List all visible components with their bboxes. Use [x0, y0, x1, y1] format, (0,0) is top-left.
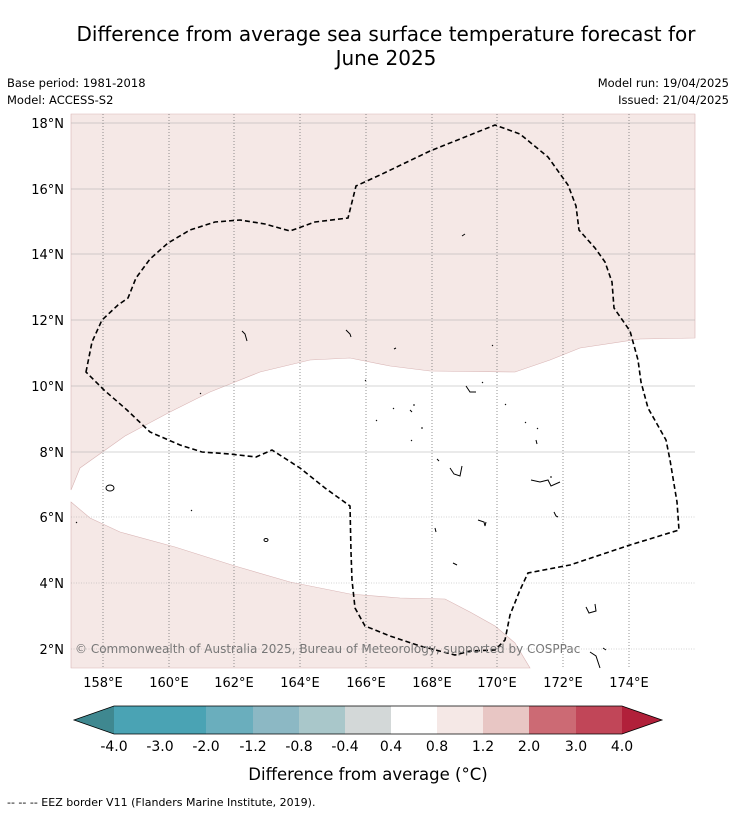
colorbar-seg-8: [483, 706, 529, 734]
colorbar-title: Difference from average (°C): [248, 765, 487, 784]
island-7: [491, 344, 494, 347]
cb-label-11: 4.0: [611, 739, 633, 755]
cb-label-10: 3.0: [565, 739, 587, 755]
island-21: [589, 647, 607, 669]
island-8: [199, 392, 202, 395]
island-14: [449, 465, 463, 477]
issued-date: Issued: 21/04/2025: [618, 93, 729, 107]
model-run: Model run: 19/04/2025: [597, 76, 729, 90]
island-5: [345, 329, 352, 338]
lat-label-10n: 10°N: [31, 380, 64, 395]
island-6: [393, 347, 397, 350]
copyright-notice: © Commonwealth of Australia 2025, Bureau…: [75, 642, 580, 656]
lat-gridlines: [71, 122, 695, 650]
meta-right: Model run: 19/04/2025 Issued: 21/04/2025: [598, 76, 729, 110]
island-11: [465, 381, 484, 393]
eez-border: [85, 124, 680, 656]
lon-label-164e: 164°E: [280, 676, 320, 691]
cb-label-4: -0.8: [285, 739, 312, 755]
colorbar-seg-2: [206, 706, 253, 734]
lon-label-160e: 160°E: [149, 676, 189, 691]
island-19: [452, 562, 458, 566]
island-3: [461, 233, 466, 237]
islands: [75, 233, 607, 669]
colorbar-seg-7: [437, 706, 483, 734]
map-title: Difference from average sea surface temp…: [30, 22, 736, 70]
colorbar-outline: [72, 705, 664, 735]
lat-label-2n: 2°N: [40, 643, 65, 658]
lon-label-174e: 174°E: [609, 676, 649, 691]
lat-label-6n: 6°N: [40, 511, 65, 526]
lat-label-14n: 14°N: [31, 248, 64, 263]
cb-label-5: -0.4: [331, 739, 358, 755]
colorbar-seg-6: [391, 706, 437, 734]
colorbar-seg-5: [345, 706, 391, 734]
lon-label-166e: 166°E: [346, 676, 386, 691]
island-13: [375, 419, 440, 462]
lat-label-4n: 4°N: [40, 577, 65, 592]
colorbar-arrow-high: [622, 706, 662, 734]
eez-legend: -- -- -- EEZ border V11 (Flanders Marine…: [7, 796, 316, 809]
island-18: [75, 509, 437, 533]
island-9: [364, 379, 367, 382]
cb-label-3: -1.2: [239, 739, 266, 755]
title-line-2: June 2025: [335, 46, 437, 70]
lon-label-168e: 168°E: [412, 676, 452, 691]
colorbar-seg-1: [114, 706, 206, 734]
lon-label-170e: 170°E: [477, 676, 517, 691]
island-4: [241, 330, 248, 342]
anomaly-region-south: [70, 501, 531, 669]
lon-label-162e: 162°E: [214, 676, 254, 691]
cb-label-7: 0.8: [426, 739, 448, 755]
meta-left: Base period: 1981-2018 Model: ACCESS-S2: [7, 76, 146, 110]
colorbar-seg-3: [253, 706, 299, 734]
lat-labels: 18°N 16°N 14°N 12°N 10°N 8°N 6°N 4°N 2°N: [31, 117, 64, 658]
lon-gridlines: [102, 114, 630, 668]
colorbar-seg-10: [576, 706, 622, 734]
colorbar-seg-9: [529, 706, 576, 734]
island-10: [392, 404, 415, 413]
model-name: Model: ACCESS-S2: [7, 93, 114, 107]
lat-label-18n: 18°N: [31, 117, 64, 132]
cb-label-8: 1.2: [472, 739, 494, 755]
lon-label-172e: 172°E: [543, 676, 583, 691]
lat-label-8n: 8°N: [40, 446, 65, 461]
lat-label-16n: 16°N: [31, 183, 64, 198]
island-2: [263, 538, 269, 542]
island-17: [477, 519, 487, 527]
cb-label-9: 2.0: [518, 739, 540, 755]
cb-label-0: -4.0: [100, 739, 127, 755]
cb-label-1: -3.0: [146, 739, 173, 755]
island-15: [530, 476, 561, 487]
island-12: [504, 403, 539, 445]
cb-label-2: -2.0: [192, 739, 219, 755]
base-period: Base period: 1981-2018: [7, 76, 146, 90]
title-line-1: Difference from average sea surface temp…: [76, 22, 696, 46]
anomaly-region-north: [70, 113, 696, 491]
colorbar-labels: -4.0 -3.0 -2.0 -1.2 -0.8 -0.4 0.4 0.8 1.…: [100, 739, 633, 755]
lat-label-12n: 12°N: [31, 314, 64, 329]
lon-labels: 158°E 160°E 162°E 164°E 166°E 168°E 170°…: [83, 676, 649, 691]
island-20: [585, 603, 597, 614]
island-16: [553, 511, 559, 518]
cb-label-6: 0.4: [380, 739, 402, 755]
colorbar-arrow-low: [74, 706, 114, 734]
lon-label-158e: 158°E: [83, 676, 123, 691]
colorbar: [72, 705, 664, 735]
island-1: [105, 484, 115, 492]
colorbar-seg-4: [299, 706, 345, 734]
